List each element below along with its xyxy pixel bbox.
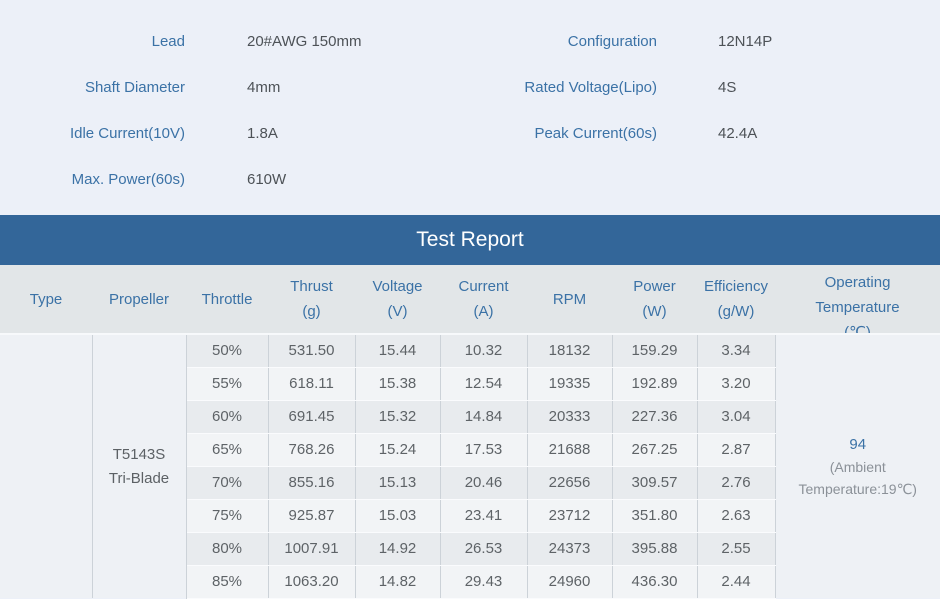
cell-current: 14.84: [440, 400, 527, 433]
spec-label-max-power: Max. Power(60s): [0, 171, 185, 188]
propeller-blade-type: Tri-Blade: [93, 467, 186, 491]
header-efficiency: Efficiency(g/W): [697, 265, 775, 334]
spec-label-rated-voltage: Rated Voltage(Lipo): [470, 79, 657, 96]
cell-voltage: 14.92: [355, 532, 440, 565]
spec-value-peak-current: 42.4A: [657, 125, 940, 142]
cell-power: 395.88: [612, 532, 697, 565]
cell-thrust: 768.26: [268, 433, 355, 466]
header-thrust: Thrust(g): [268, 265, 355, 334]
cell-voltage: 14.82: [355, 565, 440, 598]
cell-throttle: 60%: [186, 400, 268, 433]
spec-label-peak-current: Peak Current(60s): [470, 125, 657, 142]
cell-power: 192.89: [612, 367, 697, 400]
spec-section: Lead 20#AWG 150mm Configuration 12N14P S…: [0, 0, 940, 215]
cell-efficiency: 2.87: [697, 433, 775, 466]
cell-power: 309.57: [612, 466, 697, 499]
cell-operating-temperature: 94 (Ambient Temperature:19℃): [775, 334, 940, 598]
cell-throttle: 55%: [186, 367, 268, 400]
cell-rpm: 20333: [527, 400, 612, 433]
spec-value-idle-current: 1.8A: [185, 125, 470, 142]
header-propeller: Propeller: [92, 265, 186, 334]
cell-throttle: 80%: [186, 532, 268, 565]
propeller-model: T5143S: [93, 443, 186, 467]
header-voltage: Voltage(V): [355, 265, 440, 334]
header-power: Power(W): [612, 265, 697, 334]
cell-efficiency: 2.55: [697, 532, 775, 565]
cell-efficiency: 3.34: [697, 334, 775, 367]
cell-thrust: 618.11: [268, 367, 355, 400]
cell-voltage: 15.32: [355, 400, 440, 433]
cell-power: 267.25: [612, 433, 697, 466]
cell-current: 29.43: [440, 565, 527, 598]
cell-current: 26.53: [440, 532, 527, 565]
cell-efficiency: 2.76: [697, 466, 775, 499]
cell-throttle: 70%: [186, 466, 268, 499]
cell-throttle: 50%: [186, 334, 268, 367]
temperature-value: 94: [776, 433, 940, 456]
cell-rpm: 18132: [527, 334, 612, 367]
cell-propeller: T5143S Tri-Blade: [92, 334, 186, 598]
cell-efficiency: 2.63: [697, 499, 775, 532]
cell-power: 227.36: [612, 400, 697, 433]
cell-voltage: 15.24: [355, 433, 440, 466]
cell-rpm: 23712: [527, 499, 612, 532]
cell-current: 17.53: [440, 433, 527, 466]
header-type: Type: [0, 265, 92, 334]
cell-voltage: 15.44: [355, 334, 440, 367]
cell-type: [0, 334, 92, 598]
spec-value-shaft-diameter: 4mm: [185, 79, 470, 96]
cell-voltage: 15.38: [355, 367, 440, 400]
cell-current: 10.32: [440, 334, 527, 367]
spec-label-idle-current: Idle Current(10V): [0, 125, 185, 142]
cell-efficiency: 3.20: [697, 367, 775, 400]
cell-thrust: 1063.20: [268, 565, 355, 598]
cell-thrust: 691.45: [268, 400, 355, 433]
cell-rpm: 24373: [527, 532, 612, 565]
cell-efficiency: 2.44: [697, 565, 775, 598]
cell-rpm: 21688: [527, 433, 612, 466]
cell-thrust: 1007.91: [268, 532, 355, 565]
spec-value-max-power: 610W: [185, 171, 470, 188]
cell-thrust: 925.87: [268, 499, 355, 532]
table-row: T5143S Tri-Blade 50% 531.50 15.44 10.32 …: [0, 334, 940, 367]
cell-current: 20.46: [440, 466, 527, 499]
cell-throttle: 85%: [186, 565, 268, 598]
cell-rpm: 24960: [527, 565, 612, 598]
header-operating-temperature: Operating Temperature(℃): [775, 265, 940, 334]
spec-label-lead: Lead: [0, 33, 185, 50]
spec-label-configuration: Configuration: [470, 33, 657, 50]
cell-power: 436.30: [612, 565, 697, 598]
cell-thrust: 855.16: [268, 466, 355, 499]
cell-efficiency: 3.04: [697, 400, 775, 433]
test-report-table: Type Propeller Throttle Thrust(g) Voltag…: [0, 265, 940, 599]
cell-throttle: 75%: [186, 499, 268, 532]
temperature-note: (Ambient Temperature:19℃): [776, 456, 940, 500]
cell-current: 12.54: [440, 367, 527, 400]
test-report-title: Test Report: [416, 228, 523, 252]
cell-current: 23.41: [440, 499, 527, 532]
cell-power: 159.29: [612, 334, 697, 367]
header-rpm: RPM: [527, 265, 612, 334]
cell-voltage: 15.03: [355, 499, 440, 532]
cell-voltage: 15.13: [355, 466, 440, 499]
spec-value-configuration: 12N14P: [657, 33, 940, 50]
header-throttle: Throttle: [186, 265, 268, 334]
cell-rpm: 19335: [527, 367, 612, 400]
table-header-row: Type Propeller Throttle Thrust(g) Voltag…: [0, 265, 940, 334]
spec-value-rated-voltage: 4S: [657, 79, 940, 96]
test-report-banner: Test Report: [0, 215, 940, 265]
cell-rpm: 22656: [527, 466, 612, 499]
spec-label-shaft-diameter: Shaft Diameter: [0, 79, 185, 96]
cell-thrust: 531.50: [268, 334, 355, 367]
header-current: Current(A): [440, 265, 527, 334]
spec-value-lead: 20#AWG 150mm: [185, 33, 470, 50]
cell-power: 351.80: [612, 499, 697, 532]
cell-throttle: 65%: [186, 433, 268, 466]
